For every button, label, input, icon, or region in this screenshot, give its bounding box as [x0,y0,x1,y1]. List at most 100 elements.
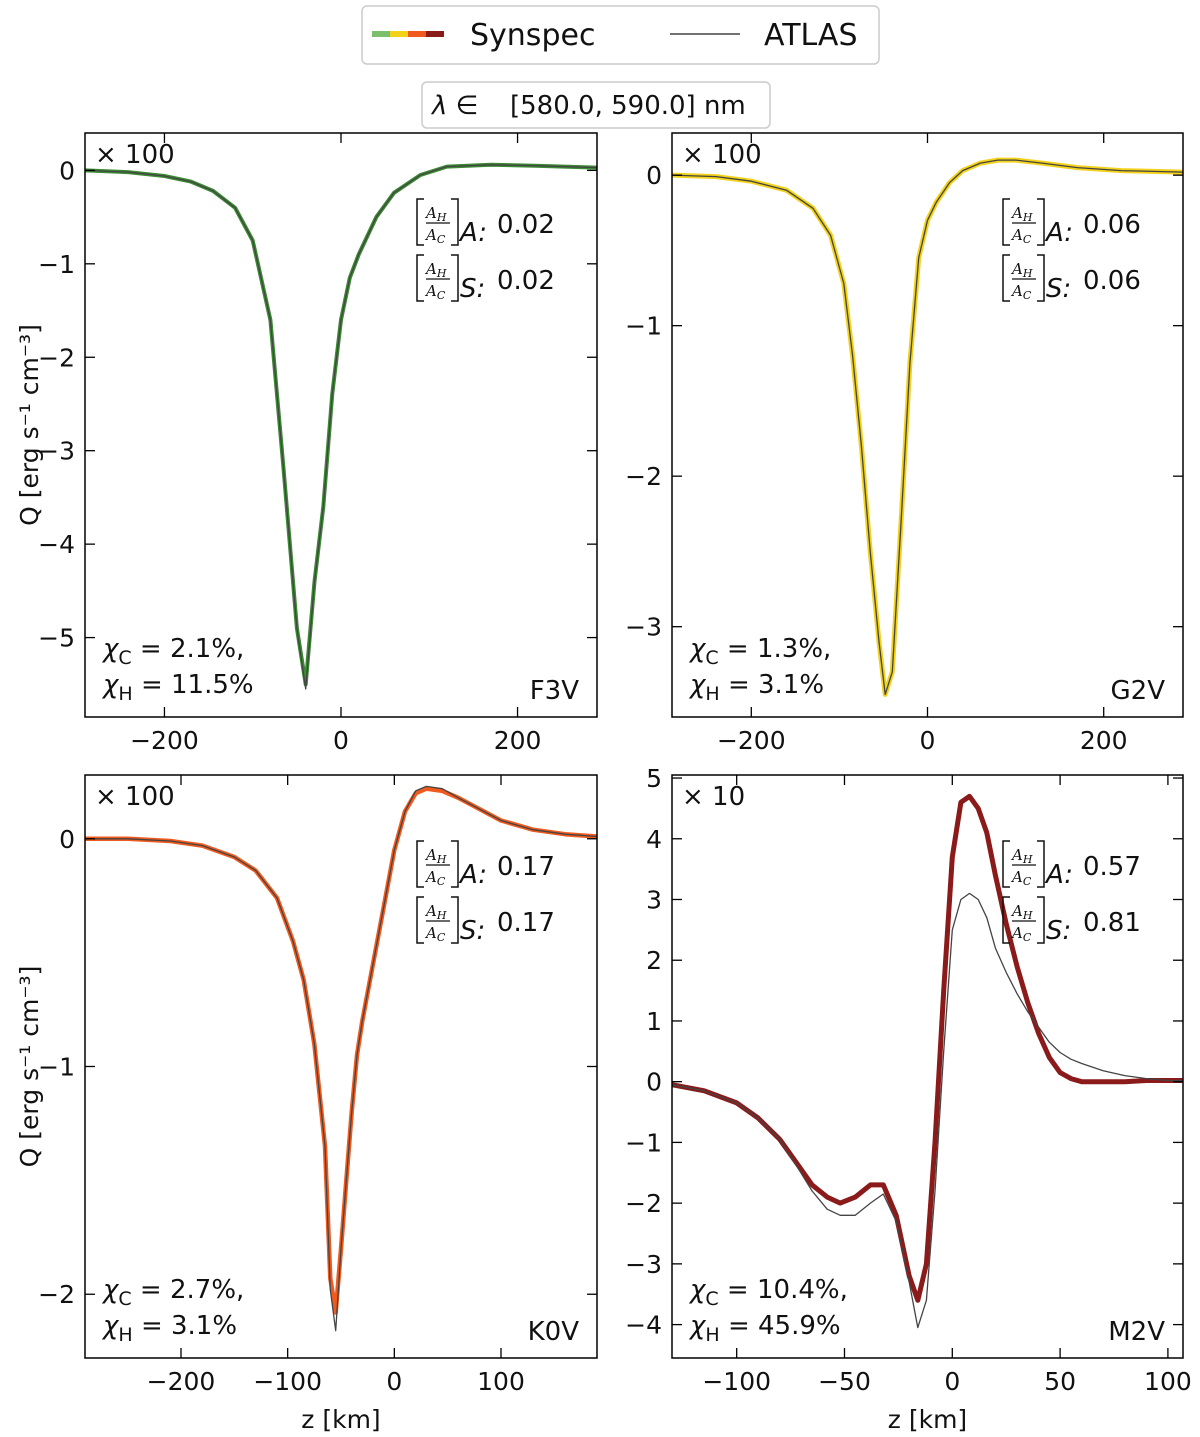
fraction-denominator: AC [1010,282,1032,302]
scale-label: × 100 [95,140,175,170]
fraction-denominator-sub: C [1023,931,1032,944]
ratio-atlas-annotation: AHAC A: 0.57 [1003,841,1141,890]
chi-c-annotation: χC = 1.3%, [688,634,831,669]
bracket-left [417,841,424,887]
x-tick-label: 200 [494,726,542,755]
atlas-legend-label: ATLAS [764,18,858,53]
y-tick-label: −1 [38,250,75,279]
bracket-right [1037,255,1044,301]
star-label: F3V [530,676,579,706]
y-tick-label: −2 [625,462,662,491]
ratio-value: 0.02 [497,266,555,296]
chi-c-annotation: χC = 2.1%, [101,634,244,669]
fraction-numerator-sub: H [1022,211,1033,224]
chi-symbol: χ [688,1275,707,1305]
star-label: M2V [1108,1317,1165,1347]
chi-subscript: C [705,1288,718,1310]
x-tick-label: 100 [1144,1367,1192,1396]
chi-value: = 3.1% [133,1311,237,1341]
fraction-numerator: AH [424,846,447,866]
bracket-left [417,255,424,301]
atlas-line [85,165,597,689]
ratio-subscript: S: [1046,916,1071,946]
bracket-left [417,199,424,245]
bracket-left [1003,841,1010,887]
fraction-denominator: AC [1010,226,1032,246]
bracket-right [451,199,458,245]
panel-k0v: −200 −100 0 1000−1−2× 100K0VχC = 2.7%,χH = … [15,775,597,1434]
chi-h-annotation: χH = 11.5% [101,670,254,705]
ratio-subscript: A: [1044,860,1073,890]
chi-c-annotation: χC = 10.4%, [688,1275,848,1310]
chi-value: = 11.5% [133,670,254,700]
x-tick-label: −100 [702,1367,771,1396]
y-tick-label: 1 [646,1007,662,1036]
y-tick-label: 0 [59,825,75,854]
fraction-numerator: AH [424,902,447,922]
x-axis-label: z [km] [301,1405,380,1434]
ratio-value: 0.06 [1083,210,1141,240]
fraction-denominator: AC [424,868,446,888]
fraction-numerator-sub: H [1022,267,1033,280]
chi-symbol: χ [101,670,120,700]
chi-value: = 45.9% [720,1311,841,1341]
fraction-denominator-sub: C [437,289,446,302]
fraction-numerator-sub: H [436,267,447,280]
chi-value: = 2.1%, [132,634,245,664]
x-tick-label: −200 [717,726,786,755]
fraction-denominator: AC [424,282,446,302]
bracket-right [451,255,458,301]
y-tick-label: −4 [625,1311,662,1340]
synspec-line [672,160,1183,694]
chi-subscript: H [705,683,719,705]
ratio-subscript: A: [458,218,487,248]
y-tick-label: 3 [646,885,662,914]
x-tick-label: −200 [130,726,199,755]
fraction-numerator-sub: H [436,211,447,224]
x-tick-label: 50 [1044,1367,1076,1396]
chi-symbol: χ [688,670,707,700]
ratio-subscript: A: [458,860,487,890]
fraction-numerator-sub: H [1022,853,1033,866]
y-axis-label: Q [erg s⁻¹ cm⁻³] [15,966,44,1168]
figure: Synspec ATLAS λ ∈ [580.0, 590.0] nm −200… [0,0,1200,1437]
wavelength-range-box: λ ∈ [580.0, 590.0] nm [422,82,770,128]
fraction-denominator-sub: C [1023,875,1032,888]
y-axis-label: Q [erg s⁻¹ cm⁻³] [15,324,44,526]
fraction-numerator-sub: H [436,909,447,922]
chi-h-annotation: χH = 3.1% [101,1311,237,1346]
fraction-denominator: AC [424,924,446,944]
chi-symbol: χ [101,1275,120,1305]
synspec-legend-label: Synspec [470,18,595,53]
ratio-subscript: A: [1044,218,1073,248]
ratio-subscript: S: [460,916,485,946]
scale-label: × 100 [682,140,762,170]
x-tick-label: 0 [920,726,936,755]
chi-symbol: χ [688,634,707,664]
star-label: K0V [528,1317,580,1347]
y-tick-label: −3 [625,1250,662,1279]
y-tick-label: −4 [38,530,75,559]
fraction-numerator: AH [1010,260,1033,280]
chi-h-annotation: χH = 45.9% [688,1311,841,1346]
fraction-numerator-sub: H [1022,909,1033,922]
fraction-numerator: AH [1010,902,1033,922]
y-tick-label: 0 [646,161,662,190]
ratio-value: 0.02 [497,210,555,240]
wavelength-range: [580.0, 590.0] nm [510,91,746,121]
x-tick-label: 100 [477,1367,525,1396]
y-tick-label: 0 [59,156,75,185]
y-tick-label: −1 [625,312,662,341]
y-tick-label: −3 [625,613,662,642]
chi-value: = 3.1% [720,670,824,700]
y-tick-label: 4 [646,825,662,854]
chi-symbol: χ [688,1311,707,1341]
x-tick-label: 0 [944,1367,960,1396]
bracket-right [1037,199,1044,245]
